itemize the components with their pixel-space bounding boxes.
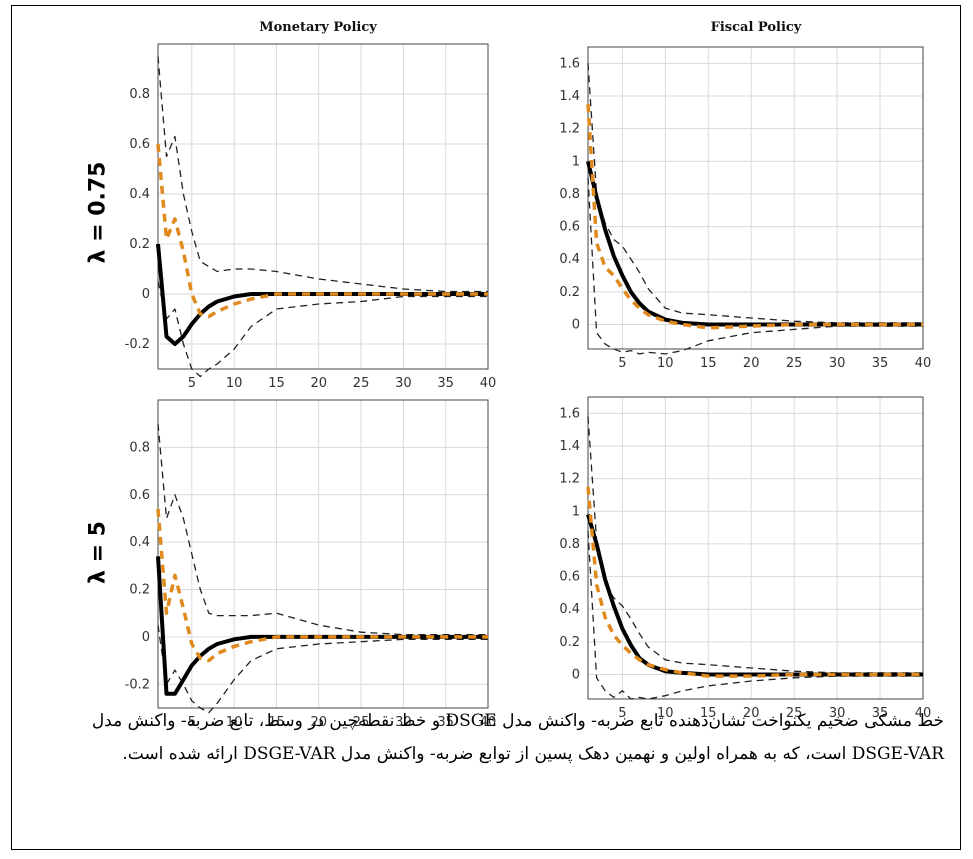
series-dsge	[586, 160, 923, 327]
x-tick-label: 40	[915, 356, 932, 371]
y-tick-label: 0.2	[559, 285, 580, 300]
x-tick-label: 25	[353, 376, 370, 391]
y-tick-label: 0.2	[129, 583, 150, 598]
column-title-fiscal: Fiscal Policy	[710, 20, 802, 35]
y-tick-label: 0	[142, 287, 150, 302]
y-tick-label: 1	[572, 504, 580, 519]
y-tick-label: 0	[572, 668, 580, 683]
y-tick-label: 0.6	[129, 488, 150, 503]
series-upper	[587, 63, 923, 324]
x-tick-label: 10	[657, 706, 674, 721]
y-tick-label: 0	[142, 630, 150, 645]
y-tick-label: 0.8	[129, 440, 150, 455]
y-tick-label: 0.8	[559, 537, 580, 552]
x-tick-label: 35	[872, 356, 889, 371]
x-tick-label: 30	[395, 376, 412, 391]
panel-monetary-lambda-0.75: -0.2 0 0.2 0.4 0.6 0.8 5 10 15 20 25 30 35 40	[125, 43, 497, 391]
y-tick-label: 0.6	[129, 137, 150, 152]
y-tick-label: 1.4	[559, 89, 580, 104]
series-dsge_var	[156, 508, 488, 663]
x-tick-label: 30	[829, 706, 846, 721]
series-dsge_var	[586, 486, 923, 678]
x-tick-label: 30	[395, 715, 412, 730]
x-tick-label: 20	[743, 706, 760, 721]
series-upper	[157, 56, 488, 293]
y-tick-label: 1.6	[559, 56, 580, 71]
x-tick-label: 25	[786, 706, 803, 721]
series-dsge_var	[156, 143, 488, 319]
series-dsge	[586, 513, 923, 677]
x-tick-label: 15	[700, 706, 717, 721]
x-tick-label: 30	[829, 356, 846, 371]
axes-box	[157, 43, 489, 370]
y-tick-label: 0.4	[559, 252, 580, 267]
series-lower	[587, 177, 923, 355]
y-tick-label: 0.2	[129, 237, 150, 252]
panel-fiscal-lambda-0.75: 0 0.2 0.4 0.6 0.8 1 1.2 1.4 1.6 5 10 15 20 25 30 35 40	[559, 46, 932, 371]
x-tick-label: 5	[618, 706, 626, 721]
y-tick-label: 1.6	[559, 406, 580, 421]
x-tick-label: 40	[480, 715, 497, 730]
y-tick-label: 1.4	[559, 439, 580, 454]
series-lower	[157, 281, 488, 378]
panel-fiscal-lambda-5: 0 0.2 0.4 0.6 0.8 1 1.2 1.4 1.6 5 10 15 20 25 30 35 40	[559, 396, 932, 721]
y-tick-label: 0.4	[559, 602, 580, 617]
y-tick-label: -0.2	[125, 677, 150, 692]
x-tick-label: 5	[188, 715, 196, 730]
y-tick-label: 1.2	[559, 122, 580, 137]
x-tick-label: 10	[226, 715, 243, 730]
y-tick-label: -0.2	[125, 337, 150, 352]
axes-box	[587, 46, 924, 350]
axes-box	[157, 399, 489, 709]
x-tick-label: 5	[188, 376, 196, 391]
y-tick-label: 1	[572, 154, 580, 169]
y-tick-label: 0.4	[129, 187, 150, 202]
x-tick-label: 25	[353, 715, 370, 730]
x-tick-label: 35	[437, 376, 454, 391]
series-dsge	[156, 243, 488, 346]
x-tick-label: 35	[437, 715, 454, 730]
series-dsge_var	[586, 103, 923, 330]
x-tick-label: 25	[786, 356, 803, 371]
x-tick-label: 15	[700, 356, 717, 371]
y-tick-label: 0.4	[129, 535, 150, 550]
x-tick-label: 15	[268, 715, 285, 730]
series-lower	[157, 625, 488, 714]
figure-frame	[11, 5, 961, 850]
column-title-monetary: Monetary Policy	[259, 20, 377, 35]
series-upper	[587, 416, 923, 674]
x-tick-label: 20	[310, 376, 327, 391]
x-tick-label: 40	[915, 706, 932, 721]
x-tick-label: 20	[310, 715, 327, 730]
x-tick-label: 10	[657, 356, 674, 371]
y-tick-label: 0	[572, 318, 580, 333]
x-tick-label: 35	[872, 706, 889, 721]
series-lower	[587, 530, 923, 700]
y-tick-label: 0.6	[559, 570, 580, 585]
series-dsge	[156, 556, 488, 696]
x-tick-label: 15	[268, 376, 285, 391]
series-upper	[157, 423, 488, 636]
panel-monetary-lambda-5: -0.2 0 0.2 0.4 0.6 0.8 5 10 15 20 25 30 35 40	[125, 399, 497, 730]
y-tick-label: 0.6	[559, 220, 580, 235]
axes-box	[587, 396, 924, 700]
y-tick-label: 0.8	[559, 187, 580, 202]
x-tick-label: 20	[743, 356, 760, 371]
x-tick-label: 5	[618, 356, 626, 371]
y-tick-label: 0.8	[129, 87, 150, 102]
y-tick-label: 0.2	[559, 635, 580, 650]
x-tick-label: 40	[480, 376, 497, 391]
figure-caption: خط مشکی ضخیم یکنواخت نشان‌دهنده تابع ضرب…	[91, 711, 944, 764]
x-tick-label: 10	[226, 376, 243, 391]
y-tick-label: 1.2	[559, 472, 580, 487]
